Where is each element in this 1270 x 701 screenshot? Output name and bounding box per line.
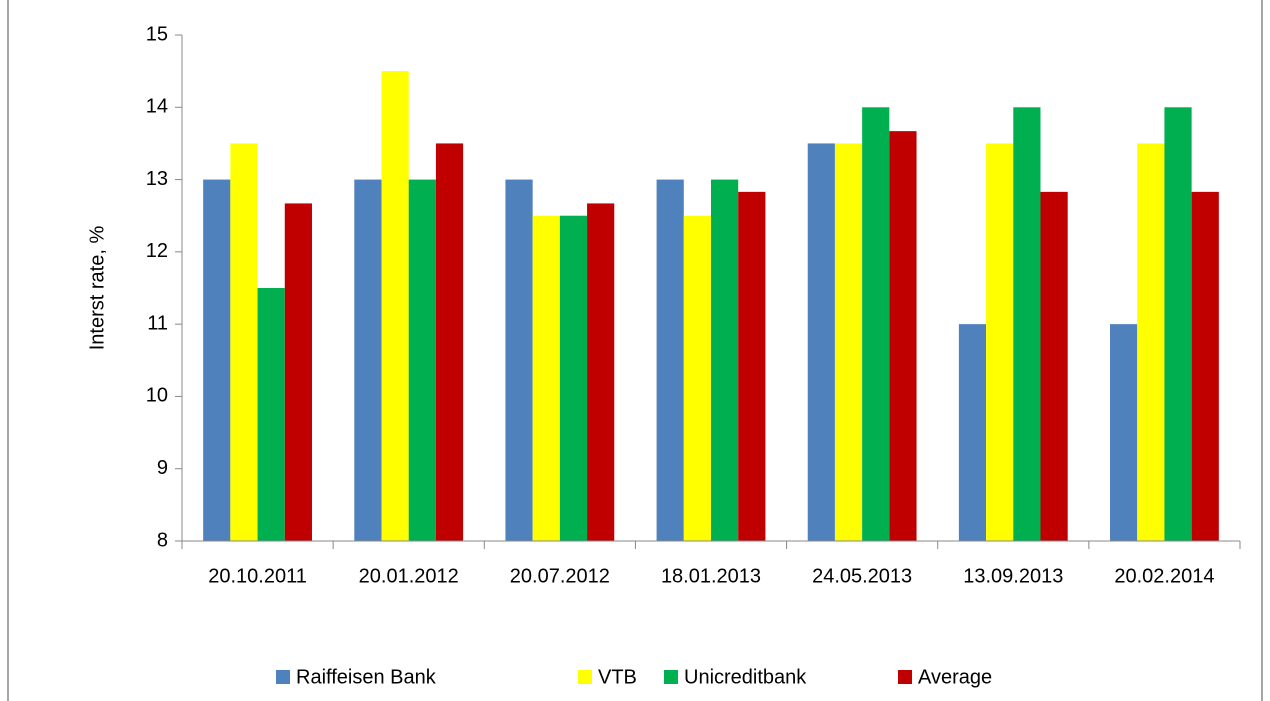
y-tick-label: 11 [147, 312, 168, 334]
bar [986, 143, 1014, 541]
bar [284, 203, 312, 541]
x-tick-label: 20.07.2012 [510, 565, 610, 587]
bar [1110, 324, 1138, 541]
legend-swatch [664, 670, 678, 684]
legend-swatch [578, 670, 592, 684]
bar [862, 107, 890, 542]
bar [257, 288, 285, 541]
bar [559, 215, 588, 541]
x-tick-label: 20.01.2012 [359, 565, 459, 587]
bar [203, 179, 231, 542]
bar [958, 324, 987, 541]
bar [807, 143, 835, 541]
legend-label: Unicreditbank [684, 666, 807, 688]
bar [354, 179, 382, 542]
bar [587, 203, 615, 541]
legend-label: VTB [598, 666, 637, 688]
bar [1137, 143, 1165, 541]
bar [532, 215, 560, 541]
chart-border [7, 0, 1263, 701]
legend-swatch [276, 670, 290, 684]
y-tick-label: 10 [146, 385, 168, 407]
x-tick-label: 24.05.2013 [812, 565, 912, 587]
x-tick-label: 18.01.2013 [661, 565, 761, 587]
legend-swatch [898, 670, 912, 684]
bar [834, 143, 863, 541]
bar [738, 191, 766, 542]
legend-label: Average [918, 666, 992, 688]
y-tick-label: 13 [146, 168, 168, 190]
bar [505, 179, 533, 542]
x-tick-label: 13.09.2013 [963, 565, 1063, 587]
bar [381, 71, 409, 542]
y-axis-label: Interst rate, % [86, 226, 108, 351]
bar [656, 179, 684, 542]
bar [711, 179, 739, 542]
y-tick-label: 14 [146, 96, 168, 118]
y-tick-label: 8 [157, 529, 168, 551]
bar [1013, 107, 1041, 542]
bar [1164, 107, 1192, 542]
x-tick-label: 20.10.2011 [208, 565, 307, 587]
bar [408, 179, 436, 542]
bar [889, 131, 917, 541]
y-tick-label: 9 [157, 457, 168, 479]
bar [1040, 191, 1068, 542]
bar [683, 215, 711, 541]
y-tick-label: 15 [146, 23, 168, 45]
y-tick-label: 12 [146, 240, 168, 262]
legend-label: Raiffeisen Bank [296, 666, 437, 688]
bar [435, 143, 464, 541]
bar [1191, 191, 1219, 542]
x-tick-label: 20.02.2014 [1114, 565, 1214, 587]
bar [230, 143, 258, 541]
